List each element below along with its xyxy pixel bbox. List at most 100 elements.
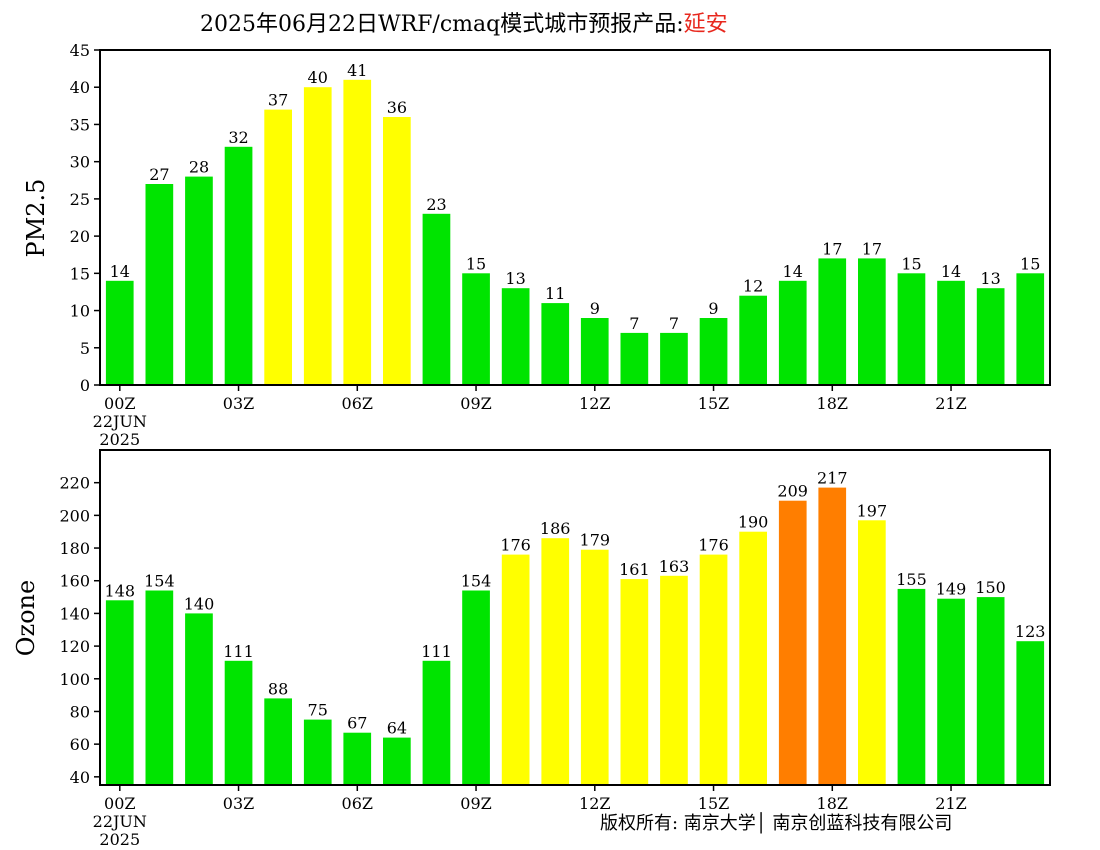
bar: [185, 613, 213, 785]
y-tick-label: 120: [59, 637, 90, 656]
x-tick-date-label: 2025: [99, 430, 140, 449]
bar: [501, 554, 530, 785]
bar: [976, 597, 1005, 785]
bar: [264, 698, 292, 785]
bar: [897, 588, 926, 785]
bar: [422, 213, 451, 385]
bar-value-label: 64: [387, 719, 407, 738]
title-city: 延安: [683, 12, 728, 37]
bar: [976, 288, 1005, 385]
bar: [303, 719, 332, 785]
bar-value-label: 179: [580, 531, 611, 550]
bar: [105, 280, 134, 385]
bar: [145, 590, 174, 785]
bar-value-label: 155: [896, 570, 927, 589]
bar: [422, 660, 451, 785]
y-tick-label: 5: [80, 339, 90, 358]
bar: [778, 280, 807, 385]
bar-value-label: 217: [817, 469, 848, 488]
bar: [383, 737, 411, 785]
bar: [897, 273, 926, 385]
bar-value-label: 88: [268, 679, 288, 698]
bar: [937, 598, 965, 785]
x-tick-label: 15Z: [698, 394, 729, 413]
bar: [660, 575, 688, 785]
y-tick-label: 180: [59, 539, 90, 558]
bar-value-label: 186: [540, 519, 571, 538]
x-tick-date-label: 22JUN: [93, 812, 147, 831]
x-tick-label: 00Z: [104, 394, 135, 413]
bar-value-label: 15: [1020, 254, 1040, 273]
plot-frame: [99, 449, 1051, 786]
bar-value-label: 149: [936, 580, 967, 599]
y-tick-label: 45: [70, 41, 90, 60]
bar-value-label: 75: [308, 701, 328, 720]
bar-value-label: 11: [545, 284, 565, 303]
bar: [185, 176, 213, 385]
x-tick-label: 06Z: [342, 794, 373, 813]
bar: [541, 538, 570, 785]
y-tick-label: 0: [80, 376, 90, 395]
bar-value-label: 12: [743, 277, 763, 296]
bar-value-label: 67: [347, 714, 367, 733]
bar-value-label: 27: [149, 165, 169, 184]
bar-value-label: 176: [698, 536, 729, 555]
pm25-chart: 14 27 28 32 37 40 41 36 23 15 13 11 9 7 7 9 12 14 17 17 15 14…: [22, 41, 1051, 449]
x-tick-label: 06Z: [342, 394, 373, 413]
y-tick-label: 40: [70, 768, 90, 787]
bar-value-label: 7: [629, 314, 639, 333]
bar: [620, 332, 649, 385]
bar-value-label: 14: [783, 262, 803, 281]
y-tick-label: 10: [70, 302, 90, 321]
bar-value-label: 111: [421, 642, 452, 661]
bar-value-label: 32: [228, 128, 248, 147]
ozone-chart: 148 154 140 111 88 75 67 64 111 154 176 186 179 161 16…: [12, 449, 1051, 849]
x-tick-label: 18Z: [817, 794, 848, 813]
bar-value-label: 209: [777, 482, 808, 501]
bar: [224, 660, 253, 785]
bar-value-label: 140: [184, 594, 215, 613]
bar-value-label: 40: [308, 68, 328, 87]
y-tick-label: 25: [70, 190, 90, 209]
y-tick-label: 200: [59, 506, 90, 525]
bar-value-label: 123: [1015, 622, 1046, 641]
bar: [580, 549, 609, 785]
bar-value-label: 14: [941, 262, 961, 281]
bar-value-label: 36: [387, 98, 407, 117]
bar-value-label: 111: [223, 642, 254, 661]
x-tick-label: 03Z: [223, 394, 254, 413]
bar: [501, 288, 530, 385]
title-main: 2025年06月22日WRF/cmaq模式城市预报产品:: [200, 12, 684, 37]
bar-value-label: 15: [466, 254, 486, 273]
bar: [739, 531, 767, 785]
bar-value-label: 28: [189, 158, 209, 177]
x-tick-label: 12Z: [579, 794, 610, 813]
y-tick-label: 60: [70, 735, 90, 754]
bar: [660, 332, 688, 385]
bar-value-label: 161: [619, 560, 650, 579]
y-tick-label: 160: [59, 572, 90, 591]
x-tick-label: 00Z: [104, 794, 135, 813]
y-tick-label: 40: [70, 78, 90, 97]
bar-value-label: 13: [980, 269, 1000, 288]
x-tick-date-label: 2025: [99, 830, 140, 849]
bar-value-label: 41: [347, 61, 367, 80]
bar: [1016, 273, 1045, 385]
bar-value-label: 23: [426, 195, 446, 214]
bar-value-label: 7: [669, 314, 679, 333]
bar: [818, 258, 847, 385]
x-tick-label: 21Z: [935, 794, 966, 813]
bar: [620, 579, 649, 785]
y-tick-label: 100: [59, 670, 90, 689]
x-tick-label: 18Z: [817, 394, 848, 413]
bar: [858, 258, 886, 385]
y-tick-label: 220: [59, 474, 90, 493]
bar-value-label: 154: [461, 572, 492, 591]
bar: [343, 732, 372, 785]
bar: [383, 117, 411, 385]
bar: [580, 318, 609, 385]
bar-value-label: 17: [822, 239, 842, 258]
page-title: 2025年06月22日WRF/cmaq模式城市预报产品:延安: [200, 6, 728, 38]
x-tick-date-label: 22JUN: [93, 412, 147, 431]
